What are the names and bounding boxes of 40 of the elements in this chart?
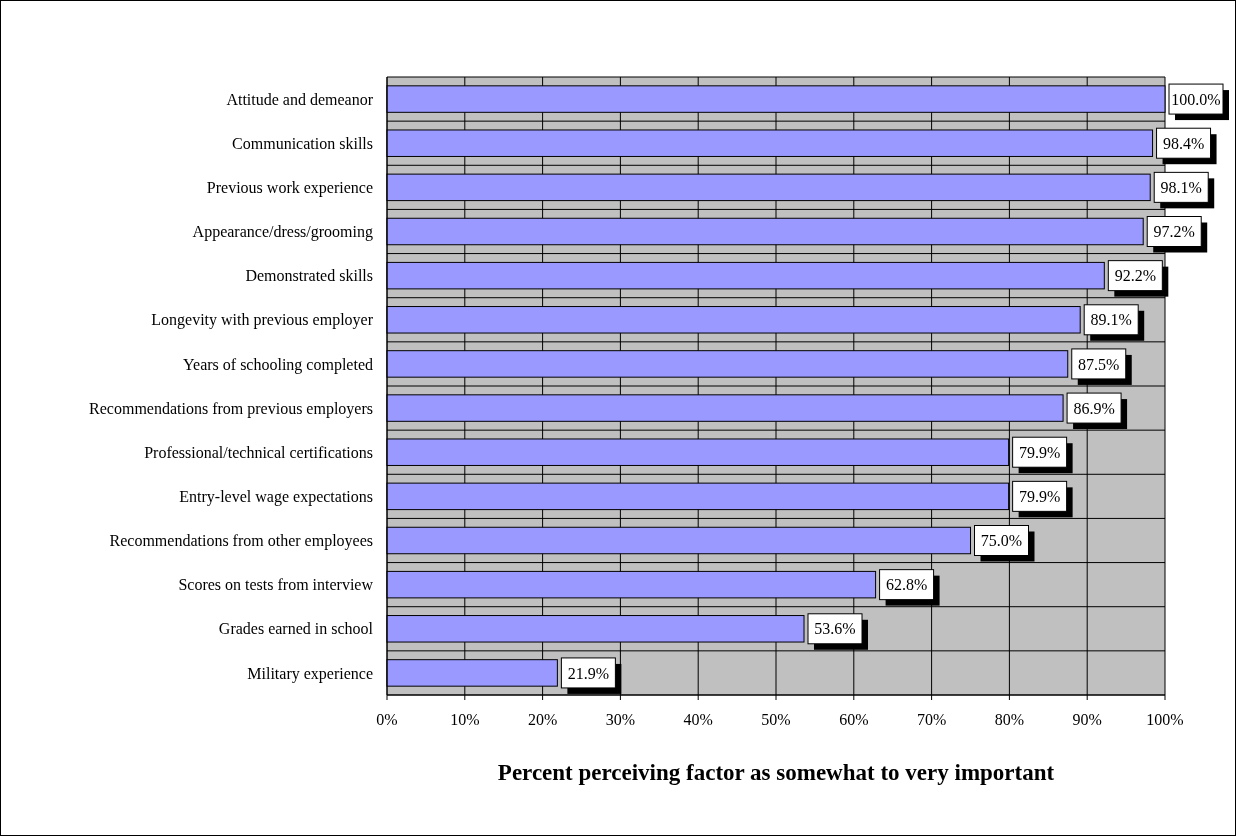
x-tick-label: 90% bbox=[1072, 711, 1102, 728]
data-label: 79.9% bbox=[1018, 443, 1061, 461]
x-tick-label: 50% bbox=[761, 711, 791, 728]
x-tick-label: 0% bbox=[376, 711, 398, 728]
data-label: 98.4% bbox=[1162, 134, 1205, 152]
y-tick-label: Demonstrated skills bbox=[245, 267, 373, 285]
x-tick-label: 100% bbox=[1146, 711, 1184, 728]
x-axis-title: Percent perceiving factor as somewhat to very important bbox=[497, 760, 1055, 785]
x-tick-label: 10% bbox=[450, 711, 480, 728]
data-label: 21.9% bbox=[567, 664, 610, 682]
y-tick-label: Communication skills bbox=[232, 134, 373, 152]
y-tick-label: Appearance/dress/grooming bbox=[192, 223, 373, 242]
y-tick-label: Grades earned in school bbox=[218, 620, 374, 638]
data-label: 97.2% bbox=[1153, 223, 1195, 241]
x-tick-label: 70% bbox=[916, 711, 947, 728]
y-tick-label: Recommendations from other employees bbox=[109, 532, 373, 551]
data-label: 79.9% bbox=[1018, 487, 1061, 505]
x-tick-label: 40% bbox=[683, 711, 713, 728]
y-tick-label: Attitude and demeanor bbox=[226, 90, 374, 108]
y-tick-label: Military experience bbox=[247, 664, 373, 683]
data-label: 100.0% bbox=[1171, 90, 1221, 108]
data-label: 87.5% bbox=[1078, 355, 1120, 373]
data-label: 86.9% bbox=[1073, 399, 1115, 417]
y-tick-label: Entry-level wage expectations bbox=[179, 487, 373, 506]
y-tick-label: Scores on tests from interview bbox=[178, 576, 374, 594]
data-label: 62.8% bbox=[885, 576, 928, 594]
y-tick-label: Recommendations from previous employers bbox=[89, 399, 373, 418]
y-tick-label: Professional/technical certifications bbox=[144, 443, 373, 461]
y-tick-label: Previous work experience bbox=[206, 178, 373, 197]
y-tick-label: Years of schooling completed bbox=[183, 355, 373, 374]
data-label: 98.1% bbox=[1160, 178, 1202, 196]
x-tick-label: 80% bbox=[994, 711, 1025, 728]
y-tick-label: Longevity with previous employer bbox=[151, 311, 374, 330]
data-label: 75.0% bbox=[980, 532, 1023, 550]
x-tick-label: 20% bbox=[527, 711, 558, 728]
x-tick-label: 60% bbox=[839, 711, 869, 728]
data-label: 89.1% bbox=[1090, 311, 1132, 329]
x-tick-label: 30% bbox=[605, 711, 636, 728]
data-label: 92.2% bbox=[1114, 267, 1156, 285]
data-label: 53.6% bbox=[814, 620, 856, 638]
